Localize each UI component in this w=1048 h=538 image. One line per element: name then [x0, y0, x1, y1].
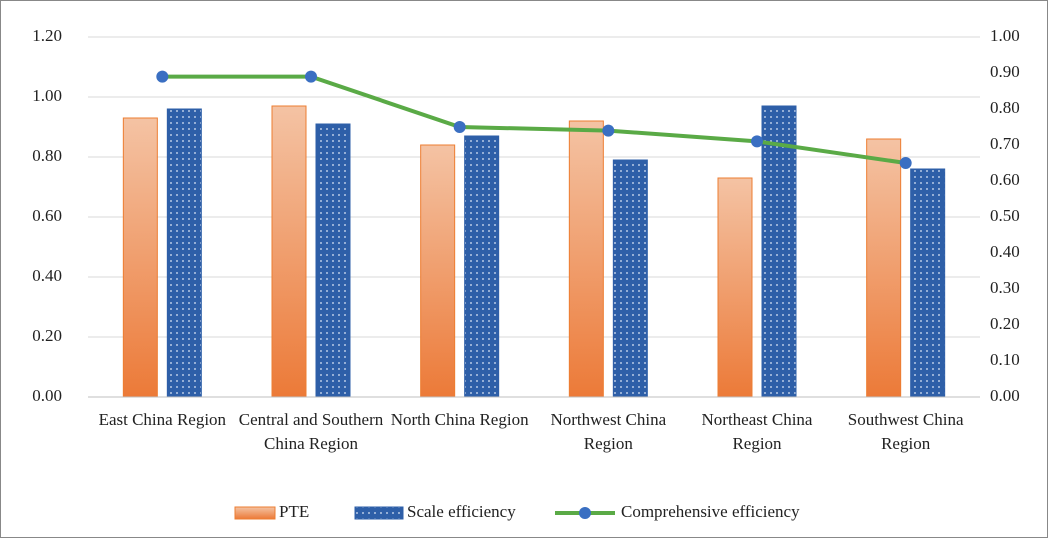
bar	[315, 123, 351, 398]
y-tick-label: 0.00	[32, 386, 62, 405]
x-tick-label: Northeast China Region	[701, 410, 813, 453]
y-tick-label: 1.00	[32, 86, 62, 105]
y-tick-label: 0.20	[32, 326, 62, 345]
y-tick-label: 0.40	[32, 266, 62, 285]
y2-tick-label: 0.60	[990, 170, 1020, 189]
y2-tick-label: 0.70	[990, 134, 1020, 153]
y-tick-label: 0.60	[32, 206, 62, 225]
bar	[568, 120, 604, 398]
x-tick-label: Northwest China Region	[550, 410, 667, 453]
legend-label: Scale efficiency	[407, 502, 516, 521]
y2-tick-label: 0.00	[990, 386, 1020, 405]
marker	[899, 157, 912, 169]
legend-marker	[579, 507, 591, 519]
marker	[751, 135, 763, 148]
bar	[910, 168, 946, 398]
marker	[156, 70, 169, 83]
bar	[761, 105, 797, 398]
bar	[420, 144, 456, 398]
legend-swatch	[354, 506, 404, 520]
y2-tick-label: 0.20	[990, 314, 1020, 333]
bar	[717, 177, 753, 398]
legend-label: PTE	[279, 502, 309, 521]
y2-tick-label: 0.10	[990, 350, 1020, 369]
x-tick-label: North China Region	[390, 410, 529, 429]
bar	[122, 117, 158, 398]
bar	[612, 159, 648, 398]
x-tick-label: East China Region	[98, 410, 227, 429]
legend-label: Comprehensive efficiency	[621, 502, 800, 521]
marker	[602, 124, 615, 137]
y2-tick-label: 0.30	[990, 278, 1020, 297]
y-tick-label: 1.20	[32, 26, 62, 45]
marker	[453, 121, 466, 133]
x-tick-label: Central and Southern China Region	[238, 410, 384, 453]
marker	[305, 70, 317, 83]
y2-tick-label: 0.90	[990, 62, 1020, 81]
bar	[166, 108, 202, 398]
bar	[271, 105, 307, 398]
line	[162, 74, 906, 165]
bar	[866, 138, 902, 398]
y2-tick-label: 0.40	[990, 242, 1020, 261]
y2-tick-label: 0.50	[990, 206, 1020, 225]
y2-tick-label: 0.80	[990, 98, 1020, 117]
x-tick-label: Southwest China Region	[847, 410, 964, 453]
bar	[464, 135, 500, 398]
y-tick-label: 0.80	[32, 146, 62, 165]
legend-swatch	[234, 506, 276, 520]
y2-tick-label: 1.00	[990, 26, 1020, 45]
